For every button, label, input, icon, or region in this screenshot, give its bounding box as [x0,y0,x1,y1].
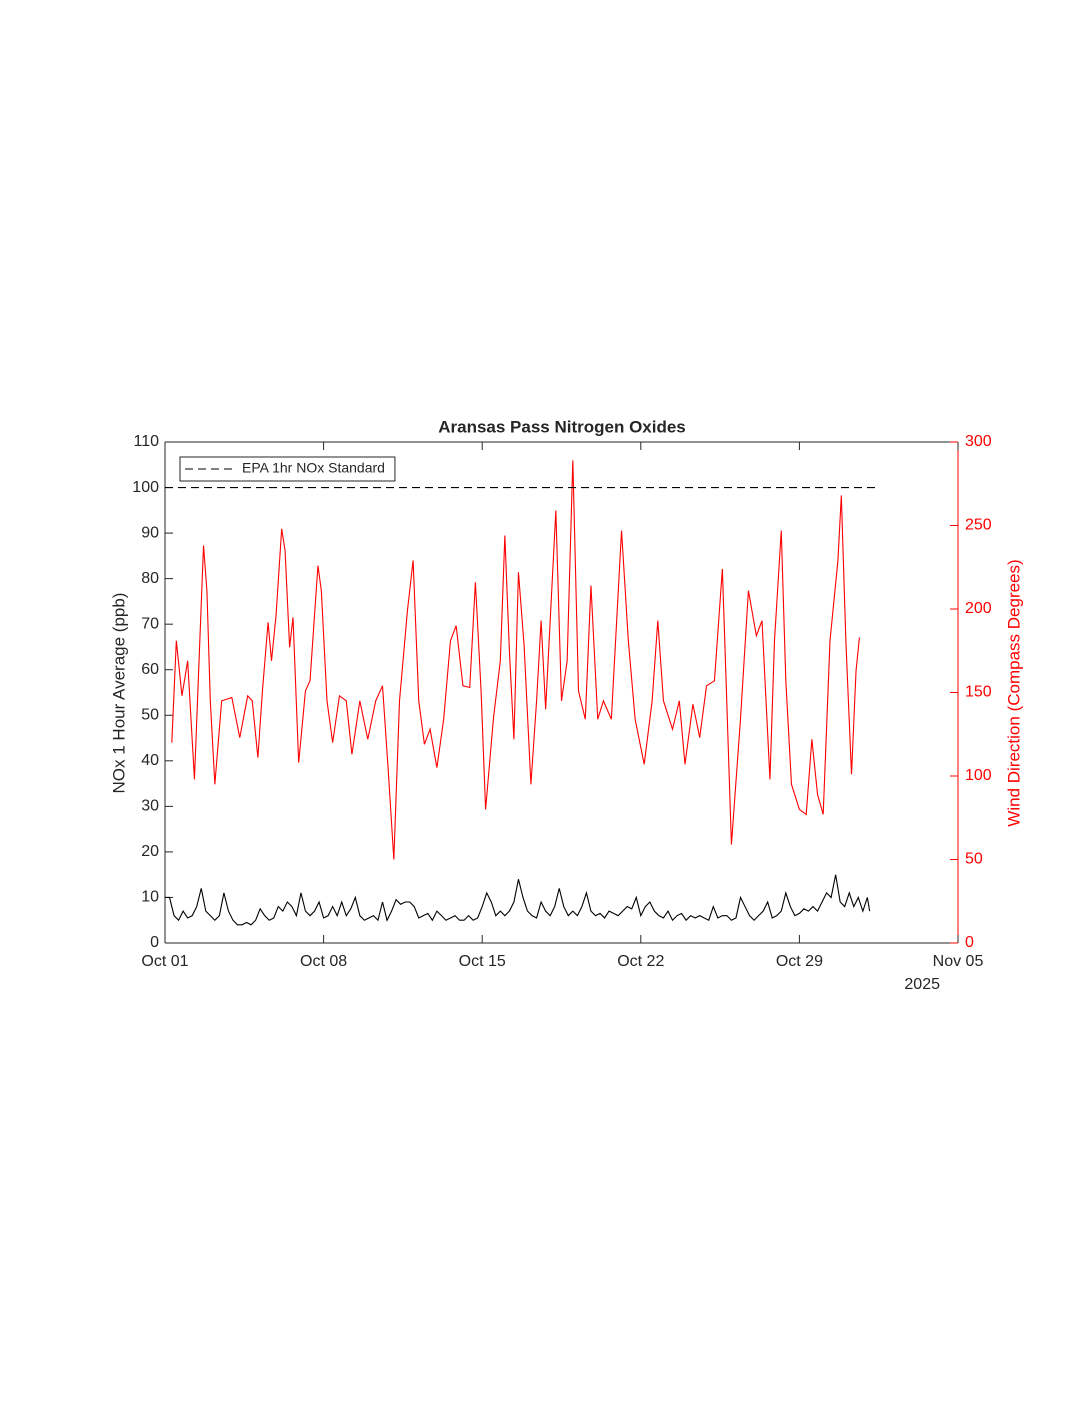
x-tick-label: Oct 15 [459,953,506,970]
y-tick-label: 50 [141,706,159,723]
y-tick-label: 90 [141,524,159,541]
y2-tick-label: 0 [965,934,974,951]
y-tick-label: 30 [141,798,159,815]
chart-title: Aransas Pass Nitrogen Oxides [438,417,686,436]
y-tick-label: 110 [133,433,159,450]
x-year-label: 2025 [904,976,940,993]
x-tick-label: Nov 05 [933,953,984,970]
y-tick-label: 0 [150,934,159,951]
y-tick-label: 70 [141,615,159,632]
x-tick-label: Oct 29 [776,953,823,970]
y-tick-label: 60 [141,661,159,678]
y-tick-label: 80 [141,570,159,587]
y2-tick-label: 150 [965,684,992,701]
series-line [171,460,860,860]
y-axis-label: NOx 1 Hour Average (ppb) [109,593,128,794]
y2-tick-label: 100 [965,767,992,784]
y-tick-label: 20 [141,843,159,860]
legend-label: EPA 1hr NOx Standard [242,460,385,476]
y-tick-label: 100 [132,479,159,496]
series-line [165,874,871,926]
y-tick-label: 40 [141,752,159,769]
y2-axis-label: Wind Direction (Compass Degrees) [1004,559,1023,826]
y2-tick-label: 300 [965,433,992,450]
y2-tick-label: 50 [965,851,983,868]
x-tick-label: Oct 01 [141,953,188,970]
x-tick-label: Oct 22 [617,953,664,970]
y-tick-label: 10 [141,889,159,906]
y2-tick-label: 200 [965,600,992,617]
y2-tick-label: 250 [965,517,992,534]
x-tick-label: Oct 08 [300,953,347,970]
